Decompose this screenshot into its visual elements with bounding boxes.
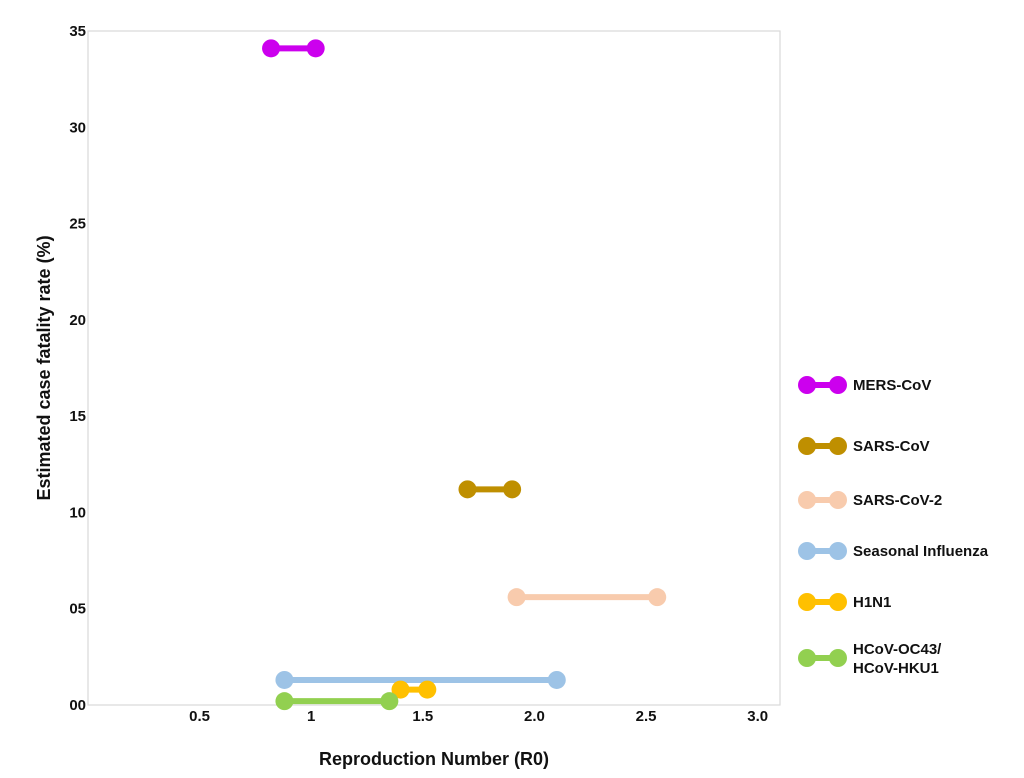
series-end-point bbox=[547, 670, 566, 689]
series-3 bbox=[275, 670, 566, 689]
y-tick-label: 15 bbox=[69, 408, 86, 425]
series-start-point bbox=[458, 480, 477, 499]
series-end-point bbox=[306, 39, 325, 58]
x-tick-label: 1.5 bbox=[412, 708, 433, 725]
legend-item: SARS-CoV-2 bbox=[798, 491, 942, 509]
legend-swatch-start bbox=[798, 649, 816, 667]
legend-swatch-start bbox=[798, 437, 816, 455]
x-tick-label: 3.0 bbox=[747, 708, 768, 725]
y-axis-ticks: 00 05 10 15 20 25 30 35 bbox=[69, 23, 86, 714]
legend-swatch-end bbox=[829, 649, 847, 667]
legend-item: MERS-CoV bbox=[798, 376, 931, 394]
x-axis-title: Reproduction Number (R0) bbox=[319, 749, 549, 769]
legend-swatch-start bbox=[798, 491, 816, 509]
legend-swatch-end bbox=[829, 593, 847, 611]
legend-swatch-end bbox=[829, 542, 847, 560]
series-end-point bbox=[380, 692, 399, 711]
legend-swatch-start bbox=[798, 376, 816, 394]
legend-item: HCoV-OC43/HCoV-HKU1 bbox=[798, 641, 942, 677]
legend-label: MERS-CoV bbox=[853, 377, 931, 394]
series-start-point bbox=[275, 670, 294, 689]
legend-label: H1N1 bbox=[853, 594, 891, 611]
y-tick-label: 10 bbox=[69, 504, 86, 521]
series-start-point bbox=[275, 692, 294, 711]
y-tick-label: 20 bbox=[69, 312, 86, 329]
y-axis-title: Estimated case fatality rate (%) bbox=[34, 235, 54, 500]
series-layer bbox=[262, 39, 667, 711]
x-tick-label: 0.5 bbox=[189, 708, 210, 725]
x-tick-label: 2.5 bbox=[636, 708, 657, 725]
series-start-point bbox=[391, 680, 410, 699]
x-tick-label: 1 bbox=[307, 708, 315, 725]
legend-swatch-start bbox=[798, 542, 816, 560]
legend-swatch-start bbox=[798, 593, 816, 611]
y-tick-label: 00 bbox=[69, 697, 86, 714]
x-axis-ticks: 0.5 1 1.5 2.0 2.5 3.0 bbox=[189, 708, 768, 725]
series-end-point bbox=[503, 480, 522, 499]
legend-item: SARS-CoV bbox=[798, 437, 930, 455]
series-4 bbox=[391, 680, 437, 699]
series-0 bbox=[262, 39, 325, 58]
legend-item: H1N1 bbox=[798, 593, 891, 611]
series-5 bbox=[275, 692, 399, 711]
legend-item: Seasonal Influenza bbox=[798, 542, 989, 560]
plot-frame bbox=[87, 30, 781, 706]
y-tick-label: 35 bbox=[69, 23, 86, 40]
series-2 bbox=[507, 588, 667, 607]
legend-swatch-end bbox=[829, 437, 847, 455]
legend-swatch-end bbox=[829, 491, 847, 509]
y-tick-label: 05 bbox=[69, 601, 86, 618]
series-start-point bbox=[507, 588, 526, 607]
legend: MERS-CoV SARS-CoV SARS-CoV-2 Seasonal Influ… bbox=[798, 376, 989, 677]
series-1 bbox=[458, 480, 522, 499]
series-end-point bbox=[648, 588, 667, 607]
y-tick-label: 25 bbox=[69, 216, 86, 233]
legend-label: HCoV-OC43/HCoV-HKU1 bbox=[853, 641, 942, 677]
y-tick-label: 30 bbox=[69, 119, 86, 136]
legend-label: SARS-CoV-2 bbox=[853, 492, 942, 509]
plot-area bbox=[87, 30, 781, 706]
x-tick-label: 2.0 bbox=[524, 708, 545, 725]
legend-label: SARS-CoV bbox=[853, 438, 930, 455]
legend-label: Seasonal Influenza bbox=[853, 543, 989, 560]
series-start-point bbox=[262, 39, 281, 58]
legend-swatch-end bbox=[829, 376, 847, 394]
series-end-point bbox=[418, 680, 437, 699]
